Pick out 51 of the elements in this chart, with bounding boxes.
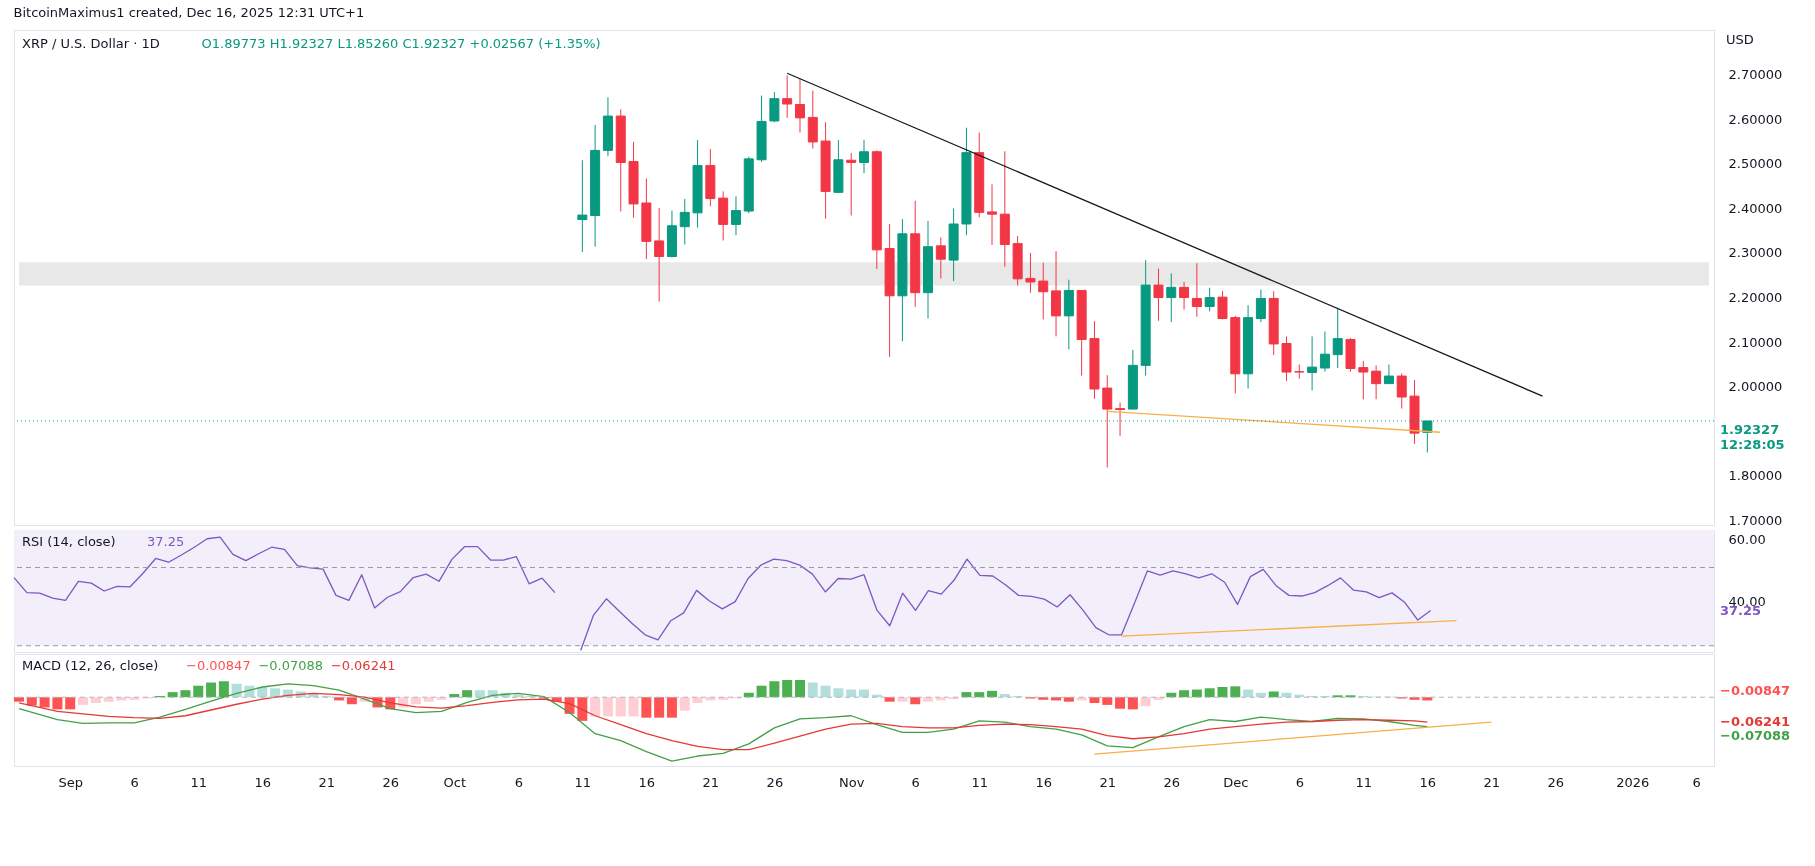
x-tick-label: 11 — [1355, 774, 1373, 790]
x-tick-label: 11 — [971, 774, 988, 790]
chart-title: RSI (14, close) — [22, 534, 116, 549]
y-tick-label: 2.20000 — [1728, 290, 1783, 306]
y-tick-label: 2.30000 — [1728, 245, 1783, 261]
x-tick-label: 21 — [702, 774, 720, 790]
chart-subtitle: XRP / U.S. Dollar · 1D — [22, 36, 160, 51]
x-tick-label: 21 — [318, 774, 336, 790]
x-tick-label: 11 — [190, 774, 208, 790]
y-tick-label: 1.80000 — [1728, 468, 1783, 484]
ref-line-label: 1.92327 12:28:05 — [1720, 421, 1785, 452]
x-tick-label: 16 — [1035, 774, 1053, 790]
x-tick-label: 26 — [1547, 774, 1565, 790]
x-tick-label: 21 — [1099, 774, 1117, 790]
chart-title: MACD (12, 26, close) — [22, 658, 159, 673]
x-tick-label: Sep — [58, 774, 83, 790]
text: −0.06241 — [330, 658, 396, 673]
x-tick-label: 26 — [766, 774, 784, 790]
text: −0.06241 — [1720, 714, 1791, 730]
y-tick-label: 2.40000 — [1728, 200, 1783, 216]
x-tick-label: 6 — [911, 774, 920, 790]
annotation: 37.25 — [147, 534, 185, 549]
chart-title: BitcoinMaximus1 created, Dec 16, 2025 12:31 UTC+1 — [13, 5, 365, 20]
x-tick-label: 2026 — [1616, 774, 1650, 790]
text: −0.00847 — [186, 658, 251, 673]
text: −0.00847 — [1720, 683, 1791, 699]
x-tick-label: 16 — [1419, 774, 1437, 790]
x-tick-label: 16 — [254, 774, 272, 790]
y-tick-label: 2.00000 — [1728, 379, 1783, 395]
y-tick-label: 2.60000 — [1728, 111, 1783, 127]
y-tick-label: 2.10000 — [1728, 334, 1783, 350]
y-tick-label: 2.50000 — [1728, 156, 1783, 172]
x-tick-label: 11 — [574, 774, 592, 790]
annotation: O1.89773 H1.92327 L1.85260 C1.92327 +0.02567 (+1.35%) — [201, 36, 601, 51]
text: −0.07088 — [258, 658, 324, 673]
y-tick-label: 60.00 — [1728, 531, 1766, 547]
y-tick-label: 1.70000 — [1728, 513, 1783, 529]
x-tick-label: 16 — [638, 774, 656, 790]
x-tick-label: Oct — [443, 774, 467, 790]
x-tick-label: 6 — [130, 774, 139, 790]
x-tick-label: 6 — [514, 774, 523, 790]
y-tick-label: 2.70000 — [1728, 67, 1783, 83]
text: −0.07088 — [1720, 727, 1791, 743]
x-tick-label: 26 — [382, 774, 400, 790]
x-tick-label: Nov — [839, 774, 865, 790]
x-tick-label: Dec — [1223, 774, 1249, 790]
x-tick-label: 26 — [1163, 774, 1181, 790]
x-tick-label: 6 — [1692, 774, 1701, 790]
text: USD — [1726, 32, 1754, 47]
x-tick-label: 21 — [1483, 774, 1501, 790]
x-tick-label: 6 — [1295, 774, 1304, 790]
